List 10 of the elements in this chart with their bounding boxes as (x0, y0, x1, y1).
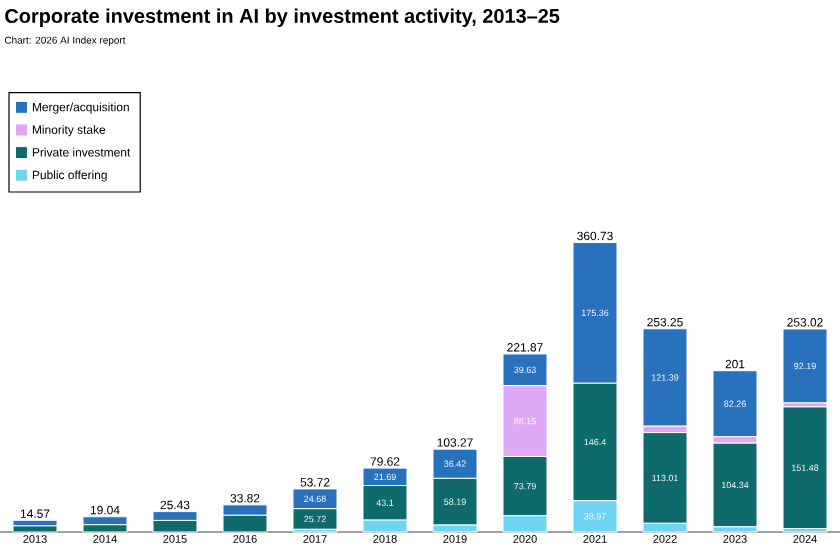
bar (82, 516, 128, 526)
chart-title: Corporate investment in AI by investment activity, 2013–25 (5, 8, 560, 27)
bar (642, 328, 688, 427)
bar (712, 370, 758, 438)
bar (12, 525, 58, 533)
bar (712, 442, 758, 528)
bar (782, 328, 828, 404)
bar (782, 406, 828, 530)
bar (82, 524, 128, 533)
bar (152, 519, 198, 533)
